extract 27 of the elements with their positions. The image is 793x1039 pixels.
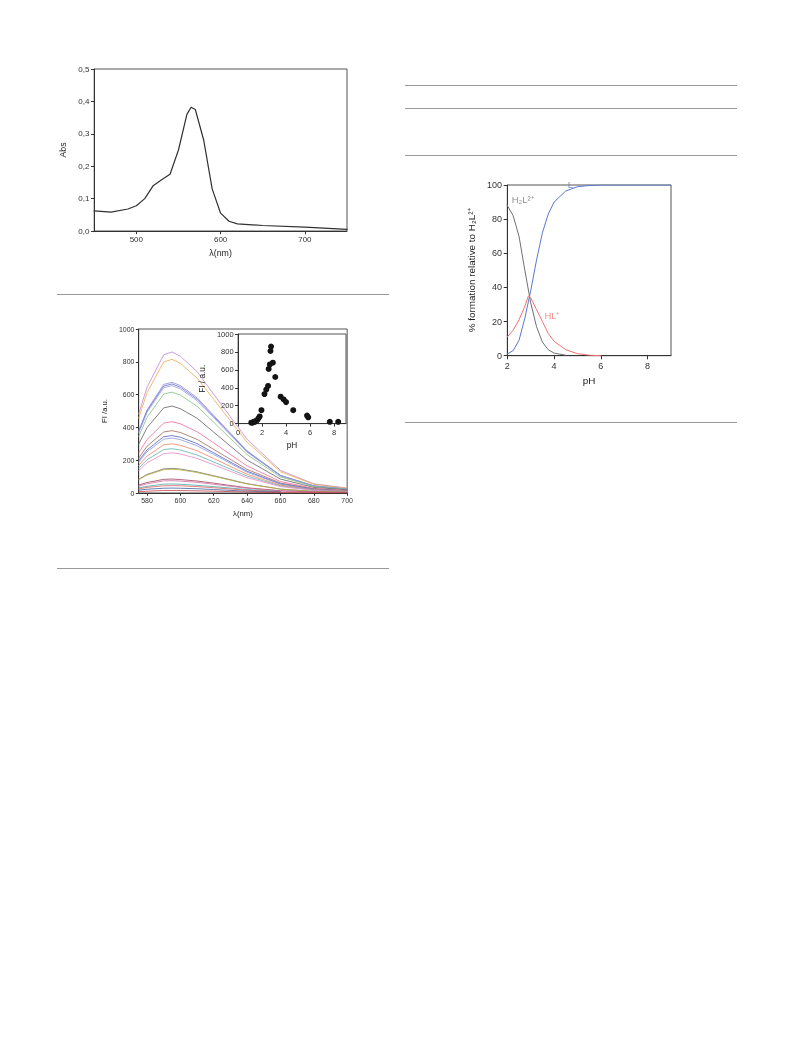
y-tick-label: 80: [491, 214, 502, 225]
y-tick-label: 100: [486, 180, 502, 190]
y-tick-label: 0,0: [78, 226, 90, 236]
x-axis-title: λ(nm): [209, 248, 232, 259]
annotation: HL⁺: [544, 310, 560, 322]
x-tick-label: 2: [504, 360, 510, 371]
y-tick-label: 40: [491, 282, 502, 293]
annotation: L: [567, 179, 574, 191]
y-axis-title: Abs: [57, 141, 68, 158]
y-axis-title: FI / a.u.: [197, 364, 207, 393]
y-tick-label: 0,2: [78, 161, 90, 171]
annotation: H₂L²⁺: [511, 193, 534, 205]
x-axis-title: pH: [286, 440, 298, 450]
x-tick-label: 4: [551, 360, 557, 371]
x-tick-label: 700: [298, 235, 313, 245]
x-tick-label: 500: [129, 235, 144, 245]
y-tick-label: 0,5: [78, 64, 90, 74]
x-axis-title: pH: [582, 374, 596, 386]
y-tick-label: 20: [491, 316, 502, 327]
y-tick-label: 0,1: [78, 194, 90, 204]
y-tick-label: 0,4: [78, 96, 90, 106]
x-tick-label: 8: [645, 360, 651, 371]
y-tick-label: 0,3: [78, 129, 90, 139]
x-tick-label: 6: [598, 360, 604, 371]
y-tick-label: 0: [496, 350, 502, 361]
y-tick-label: 60: [491, 248, 502, 259]
y-axis-title: % formation relative to H₂L²⁺: [465, 208, 477, 333]
